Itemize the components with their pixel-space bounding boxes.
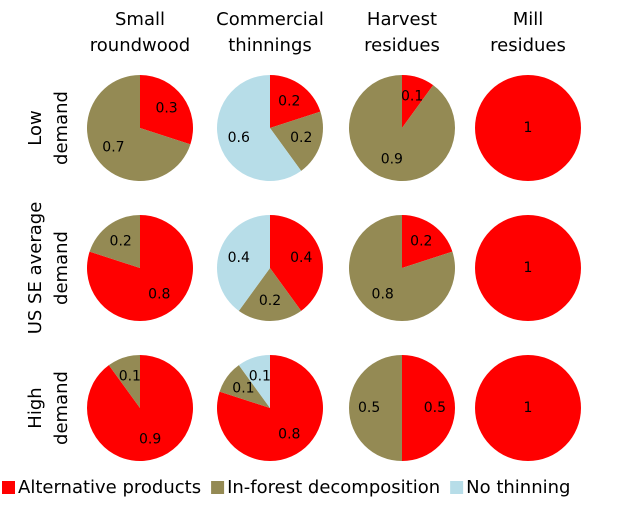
legend-label: In-forest decomposition: [227, 477, 440, 498]
column-header: Harvest: [367, 9, 437, 30]
data-label: 0.4: [290, 250, 312, 266]
pie-slice: [270, 111, 323, 171]
legend-swatch: [211, 481, 225, 494]
pie-slice: [270, 215, 323, 311]
legend-label: No thinning: [466, 477, 570, 498]
row-header: High: [25, 387, 46, 428]
pie-slice: [219, 365, 270, 408]
pie-slice: [349, 215, 455, 322]
data-label: 0.8: [372, 287, 394, 303]
data-label: 0.2: [259, 293, 281, 309]
pie-slice: [349, 355, 402, 461]
column-header: thinnings: [228, 35, 312, 56]
data-label: 0.5: [424, 400, 446, 416]
row-header: Low: [25, 110, 46, 145]
data-label: 0.6: [228, 130, 250, 146]
data-label: 0.8: [148, 287, 170, 303]
pie-slice: [475, 75, 581, 181]
data-label: 1: [524, 260, 533, 276]
row-header: US SE average: [25, 202, 46, 335]
column-header: residues: [364, 35, 440, 56]
data-label: 0.8: [278, 427, 300, 443]
data-label: 0.5: [358, 400, 380, 416]
data-label: 0.2: [278, 93, 300, 109]
legend-swatch: [450, 481, 464, 494]
column-header: Small: [115, 9, 165, 30]
row-header: demand: [51, 91, 72, 165]
data-label: 0.1: [249, 369, 271, 385]
data-label: 0.3: [155, 101, 177, 117]
data-label: 0.7: [102, 139, 124, 155]
data-label: 0.1: [119, 369, 141, 385]
pie-slice: [402, 75, 434, 128]
pie-slice: [89, 215, 140, 268]
data-label: 1: [524, 120, 533, 136]
pie-slice: [108, 355, 140, 408]
pie-slice: [216, 75, 302, 182]
pie-slice: [475, 215, 581, 321]
data-label: 0.9: [381, 151, 403, 167]
data-label: 0.2: [110, 233, 132, 249]
pie-slice: [87, 75, 191, 181]
data-label: 0.9: [139, 431, 161, 447]
pie-slice: [217, 215, 270, 311]
pie-slice: [349, 75, 456, 181]
pie-slice: [402, 355, 455, 461]
pie-slice: [238, 355, 270, 408]
column-header: Commercial: [216, 9, 324, 30]
pie-slice: [402, 215, 453, 268]
data-label: 0.1: [232, 381, 254, 397]
pie-slice: [475, 355, 581, 461]
data-label: 0.2: [410, 233, 432, 249]
pie-slice: [270, 75, 321, 128]
row-header: demand: [51, 371, 72, 445]
legend-label: Alternative products: [18, 477, 201, 498]
pie-slice: [238, 268, 302, 321]
row-header: demand: [51, 231, 72, 305]
column-header: Mill: [513, 9, 544, 30]
data-label: 0.2: [290, 130, 312, 146]
legend-swatch: [2, 481, 15, 494]
data-label: 1: [524, 400, 533, 416]
pie-slice: [140, 75, 193, 145]
data-label: 0.4: [228, 250, 250, 266]
column-header: roundwood: [90, 35, 190, 56]
column-header: residues: [490, 35, 566, 56]
data-label: 0.1: [401, 89, 423, 105]
